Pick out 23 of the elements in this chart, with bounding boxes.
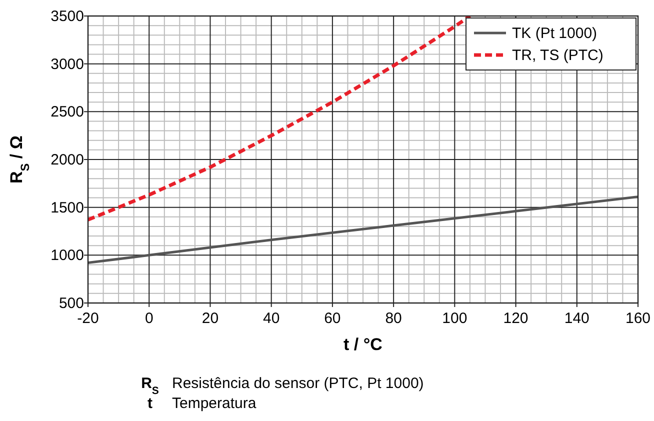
legend-label: TR, TS (PTC) [512,47,604,64]
y-tick-label: 2000 [50,152,84,168]
y-tick-label: 2500 [50,104,84,121]
y-tick-label: 3500 [50,8,84,25]
x-tick-label: 100 [442,310,468,327]
x-tick-label: -20 [77,310,99,327]
x-axis-title: t / °C [344,335,382,354]
text: t Temperatura [148,395,256,412]
line-series [88,16,472,222]
x-tick-label: 140 [564,310,590,327]
y-tick-label: 1000 [50,247,84,264]
y-tick-label: 1500 [50,199,84,216]
y-tick-label: 500 [58,295,84,312]
x-tick-label: 160 [625,310,651,327]
x-tick-label: 20 [202,310,219,327]
x-tick-label: 120 [503,310,528,327]
x-tick-label: 0 [144,310,154,327]
legend-label: TK (Pt 1000) [512,25,598,42]
text: R$_{S}$ Resistência do sensor (PTC, Pt 1000) [141,375,424,397]
y-tick-label: 3000 [50,56,84,73]
x-tick-label: 60 [324,310,341,327]
x-tick-label: 80 [385,310,402,327]
x-tick-label: 40 [262,310,280,327]
